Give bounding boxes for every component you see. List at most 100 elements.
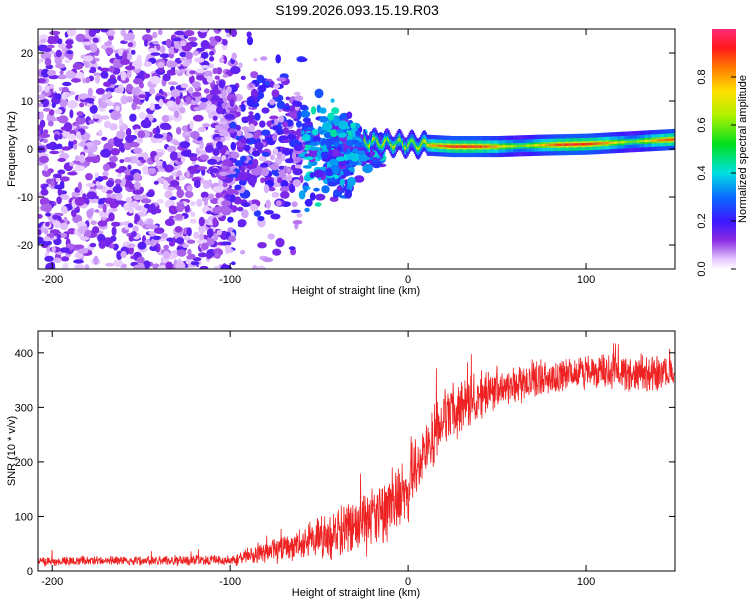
spectrogram-ridge-cell bbox=[629, 140, 631, 144]
spectrogram-blob bbox=[346, 153, 355, 160]
spectrogram-blob bbox=[146, 191, 155, 198]
spectrogram-blob bbox=[275, 200, 282, 207]
spectrogram-blob bbox=[130, 231, 137, 237]
spectrogram-blob bbox=[162, 73, 171, 82]
spectrogram-blob bbox=[243, 132, 254, 139]
spectrogram-blob bbox=[156, 177, 166, 184]
spectrogram-blob bbox=[166, 134, 171, 143]
spectrogram-ridge-cell bbox=[377, 142, 379, 145]
spectrogram-blob bbox=[74, 196, 86, 206]
spectrogram-blob bbox=[273, 83, 280, 89]
spectrogram-xtick-label: 0 bbox=[405, 274, 411, 286]
spectrogram-blob bbox=[150, 238, 155, 247]
spectrogram-blob bbox=[112, 185, 123, 194]
spectrogram-ridge-cell bbox=[616, 141, 618, 144]
spectrogram-ridge-cell bbox=[436, 144, 438, 147]
spectrogram-blob bbox=[330, 98, 335, 103]
spectrogram-blob bbox=[174, 110, 180, 118]
spectrogram-ridge-cell bbox=[567, 143, 569, 146]
spectrogram-ridge-cell bbox=[669, 138, 671, 141]
spectrogram-blob bbox=[201, 242, 209, 251]
spectrogram-ridge-cell bbox=[420, 144, 422, 147]
spectrogram-ridge-cell bbox=[569, 143, 572, 146]
spectrogram-blob bbox=[293, 91, 301, 96]
spectrogram-blob bbox=[109, 123, 118, 131]
spectrogram-blob bbox=[110, 148, 120, 156]
spectrogram-blob bbox=[257, 242, 267, 249]
spectrogram-ridge-cell bbox=[538, 144, 541, 147]
colorbar-tick-label: 0.6 bbox=[696, 117, 708, 132]
spectrogram-blob bbox=[276, 100, 286, 109]
spectrogram-blob bbox=[44, 85, 50, 93]
snr-ytick-label: 100 bbox=[15, 511, 33, 523]
spectrogram-ridge-cell bbox=[661, 138, 663, 142]
spectrogram-blob bbox=[64, 59, 71, 64]
spectrogram-blob bbox=[214, 75, 220, 80]
spectrogram-blob bbox=[248, 176, 257, 185]
spectrogram-blob bbox=[40, 188, 49, 196]
spectrogram-blob bbox=[313, 187, 320, 192]
figure-title: S199.2026.093.15.19.R03 bbox=[275, 2, 439, 18]
spectrogram-blob bbox=[274, 172, 280, 177]
spectrogram-blob bbox=[42, 138, 48, 144]
spectrogram-blob bbox=[169, 160, 175, 165]
spectrogram-blob bbox=[95, 181, 101, 187]
spectrogram-blob bbox=[171, 37, 182, 42]
spectrogram-blob bbox=[142, 165, 149, 175]
spectrogram-blob bbox=[344, 189, 353, 199]
spectrogram-blob bbox=[256, 79, 262, 84]
snr-ylabel: SNR (10 * v/v) bbox=[6, 416, 18, 486]
spectrogram-blob bbox=[43, 236, 51, 242]
spectrogram-ridge-cell bbox=[657, 139, 659, 142]
spectrogram-blob bbox=[179, 57, 186, 62]
spectrogram-ridge-cell bbox=[363, 138, 365, 141]
spectrogram-blob bbox=[155, 95, 166, 101]
spectrogram-blob bbox=[93, 72, 102, 77]
spectrogram-ridge-cell bbox=[594, 142, 596, 145]
spectrogram-blob bbox=[69, 109, 74, 119]
spectrogram-blob bbox=[162, 250, 171, 259]
snr-axes: -200 -100 0 100 0 100 200 300 400 bbox=[15, 331, 675, 588]
spectrogram-blob bbox=[256, 265, 267, 269]
spectrogram-ridge-cell bbox=[546, 143, 548, 147]
spectrogram-ridge-cell bbox=[387, 137, 389, 141]
spectrogram-ridge-cell bbox=[456, 145, 458, 148]
spectrogram-blob bbox=[195, 147, 200, 156]
spectrogram-ridge-cell bbox=[459, 145, 462, 148]
spectrogram-blob bbox=[180, 83, 189, 89]
spectrogram-blob bbox=[236, 143, 244, 148]
colorbar-ticks: 0.0 0.2 0.4 0.6 0.8 bbox=[696, 69, 736, 277]
spectrogram-blob bbox=[200, 154, 209, 161]
spectrogram-blob bbox=[85, 183, 96, 187]
spectrogram-ridge-cell bbox=[423, 139, 425, 142]
spectrogram-blob bbox=[182, 150, 191, 157]
spectrogram-blob bbox=[146, 109, 153, 114]
spectrogram-ridge-cell bbox=[641, 140, 643, 143]
spectrogram-blob bbox=[237, 219, 247, 227]
spectrogram-ridge-cell bbox=[635, 140, 638, 143]
spectrogram-blob bbox=[290, 209, 301, 214]
spectrogram-blob bbox=[62, 81, 72, 87]
spectrogram-blob bbox=[327, 181, 338, 187]
spectrogram-blob bbox=[83, 38, 90, 43]
spectrogram-ridge-cell bbox=[525, 144, 528, 147]
spectrogram-blob bbox=[186, 185, 193, 192]
spectrogram-ridge-cell bbox=[506, 145, 509, 148]
spectrogram-ridge-cell bbox=[516, 144, 518, 148]
spectrogram-ridge-cell bbox=[601, 142, 604, 145]
spectrogram-blob bbox=[207, 193, 214, 200]
spectrogram-blob bbox=[86, 191, 97, 200]
spectrogram-blob bbox=[93, 255, 99, 265]
spectrogram-blob bbox=[166, 69, 177, 76]
spectrogram-blob bbox=[175, 69, 180, 75]
spectrogram-blob bbox=[109, 65, 115, 73]
spectrogram-blob bbox=[123, 141, 132, 151]
spectrogram-blob bbox=[125, 83, 133, 92]
spectrogram-ridge-cell bbox=[419, 146, 421, 149]
spectrogram-blob bbox=[75, 115, 86, 125]
spectrogram-blob bbox=[98, 129, 103, 137]
spectrogram-ridge-cell bbox=[448, 145, 450, 148]
spectrogram-blob bbox=[237, 206, 244, 212]
spectrogram-ridge-cell bbox=[612, 141, 614, 144]
spectrogram-ridge-cell bbox=[587, 142, 590, 146]
